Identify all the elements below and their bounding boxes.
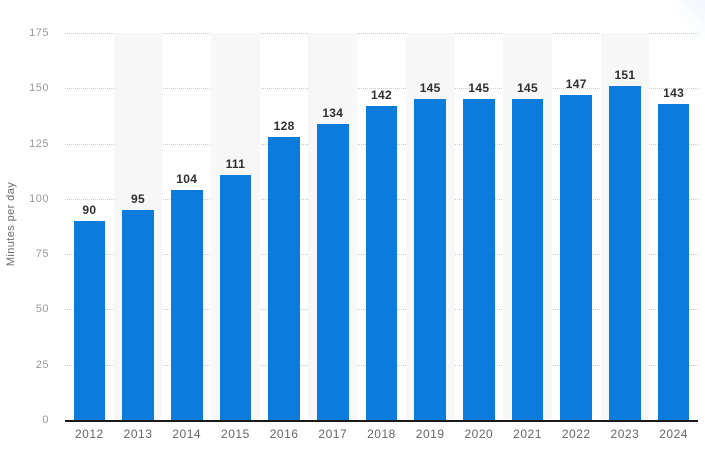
gridline-150 — [65, 88, 698, 90]
column-2023: 151 — [600, 33, 650, 420]
x-tick-label-2018: 2018 — [367, 427, 396, 441]
bar-2016[interactable] — [268, 136, 300, 420]
x-axis-line — [65, 420, 698, 422]
bar-2024[interactable] — [657, 103, 690, 420]
x-tick-label-2016: 2016 — [269, 427, 299, 441]
column-2016: 128 — [260, 33, 309, 420]
x-tick-label-2022: 2022 — [561, 427, 591, 441]
column-2017: 134 — [308, 33, 358, 420]
x-tick-label-2015: 2015 — [221, 427, 250, 441]
y-tick-label-100: 100 — [29, 192, 49, 205]
column-2024: 143 — [649, 33, 698, 420]
x-tick-label-2017: 2017 — [318, 427, 348, 441]
bar-value-label-2019: 145 — [419, 81, 441, 96]
bar-2013[interactable] — [122, 209, 154, 420]
bar-value-label-2024: 143 — [663, 85, 685, 100]
bar-columns: 90 95 104 111 128 134 142 145 145 145 147 151 143 — [65, 33, 698, 420]
x-axis-tick-labels: 2012 2013 2014 2015 2016 2017 2018 2019 2020 2021… — [65, 427, 698, 441]
bar-2018[interactable] — [365, 105, 398, 420]
column-2019: 145 — [405, 33, 455, 420]
y-tick-label-150: 150 — [29, 82, 49, 95]
x-tick-label-2023: 2023 — [610, 427, 640, 441]
bar-2021[interactable] — [511, 99, 544, 420]
y-axis-title: Minutes per day — [5, 181, 17, 267]
column-2022: 147 — [552, 33, 601, 420]
bar-value-label-2015: 111 — [225, 156, 246, 171]
x-tick-label-2012: 2012 — [74, 427, 104, 441]
plot-area: 90 95 104 111 128 134 142 145 145 145 147 151 143 — [65, 33, 698, 422]
x-tick-label-2020: 2020 — [464, 427, 494, 441]
bar-value-label-2022: 147 — [565, 76, 587, 91]
y-tick-label-25: 25 — [35, 358, 49, 371]
x-tick-label-2013: 2013 — [123, 427, 153, 441]
y-tick-label-75: 75 — [35, 248, 49, 261]
bar-value-label-2017: 134 — [322, 105, 344, 120]
bar-2012[interactable] — [73, 220, 106, 420]
y-tick-label-125: 125 — [29, 137, 49, 150]
bar-2019[interactable] — [414, 99, 446, 420]
column-2012: 90 — [65, 33, 114, 420]
x-tick-label-2021: 2021 — [513, 427, 542, 441]
column-2021: 145 — [503, 33, 552, 420]
column-2013: 95 — [113, 33, 163, 420]
bar-2014[interactable] — [170, 190, 203, 420]
x-tick-label-2014: 2014 — [172, 427, 202, 441]
bar-value-label-2012: 90 — [82, 202, 97, 217]
x-tick-label-2019: 2019 — [415, 427, 445, 441]
bar-value-label-2018: 142 — [371, 87, 392, 102]
column-2014: 104 — [162, 33, 211, 420]
bar-value-label-2020: 145 — [468, 81, 490, 96]
bar-value-label-2014: 104 — [176, 172, 198, 187]
bar-2017[interactable] — [316, 123, 349, 420]
bar-2015[interactable] — [219, 174, 252, 420]
bar-value-label-2021: 145 — [517, 81, 538, 96]
column-2020: 145 — [455, 33, 504, 420]
column-2018: 142 — [357, 33, 406, 420]
bar-value-label-2023: 151 — [614, 68, 636, 83]
gridline-175 — [65, 33, 698, 34]
bar-2023[interactable] — [609, 86, 641, 420]
column-2015: 111 — [211, 33, 260, 420]
bar-value-label-2013: 95 — [131, 191, 145, 206]
y-tick-label-0: 0 — [42, 414, 49, 426]
y-tick-label-175: 175 — [29, 27, 49, 39]
bar-value-label-2016: 128 — [273, 118, 295, 133]
bar-2022[interactable] — [560, 94, 593, 420]
bar-2020[interactable] — [463, 99, 495, 420]
x-tick-label-2024: 2024 — [659, 427, 688, 441]
y-tick-label-50: 50 — [35, 303, 49, 316]
